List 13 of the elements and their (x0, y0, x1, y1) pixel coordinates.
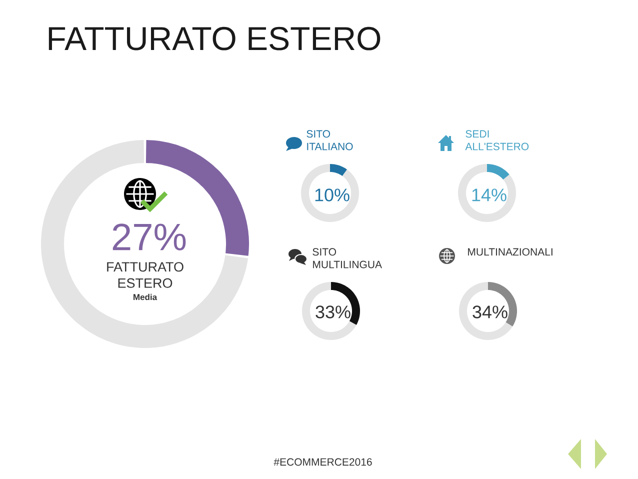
text: Media (134, 294, 158, 300)
chart-title: SITO ITALIANO (306, 130, 353, 150)
chart-title: MULTINAZIONALI (468, 248, 552, 256)
text: 27% (112, 224, 186, 250)
chart-title: SEDI ALL'ESTERO (465, 130, 529, 150)
text: 14% (472, 188, 506, 202)
text: 33% (316, 306, 350, 318)
text: 10% (315, 188, 350, 202)
chart-title: FATTURATO ESTERO (48, 26, 380, 50)
chart-title: SITO MULTILINGUA (312, 248, 382, 268)
text: FATTURATO ESTERO (107, 262, 184, 288)
text: 34% (472, 306, 508, 318)
text: #ECOMMERCE2016 (274, 458, 372, 466)
